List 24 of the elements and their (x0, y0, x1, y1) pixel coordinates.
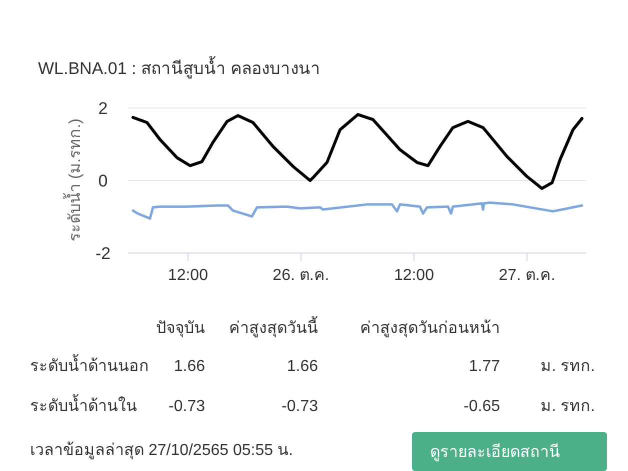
text: 1.66 (174, 358, 206, 375)
y-tick-label: -2 (95, 244, 111, 263)
y-tick-label: 0 (98, 172, 108, 190)
text: ม. รทก. (540, 358, 595, 375)
text: ม. รทก. (540, 398, 595, 415)
y-axis-title: ระดับน้ำ (ม.รทก.) (63, 118, 84, 242)
text: เวลาข้อมูลล่าสุด 27/10/2565 05:55 น. (30, 441, 293, 460)
text: ค่าสูงสุดวันนี้ (229, 316, 318, 338)
x-tick-label: 12:00 (168, 267, 208, 284)
text: ค่าสูงสุดวันก่อนหน้า (360, 319, 500, 338)
text: -0.65 (464, 398, 500, 415)
chart-title: WL.BNA.01 : สถานีสูบน้ำ คลองบางนา (38, 56, 321, 79)
text: ระดับน้ำด้านนอก (30, 354, 149, 375)
text: ระดับน้ำด้านใน (30, 394, 137, 415)
text: ดูรายละเอียดสถานี (430, 443, 560, 462)
x-tick-label: 26. ต.ค. (272, 267, 330, 284)
text: 1.77 (468, 358, 500, 375)
text: 1.66 (286, 358, 318, 375)
x-tick-label: 27. ต.ค. (498, 267, 556, 284)
y-tick-label: 2 (98, 99, 108, 118)
text: -0.73 (168, 398, 206, 415)
x-tick-label: 12:00 (394, 267, 434, 284)
text: ปัจจุบัน (156, 320, 205, 338)
text: -0.73 (282, 398, 318, 415)
